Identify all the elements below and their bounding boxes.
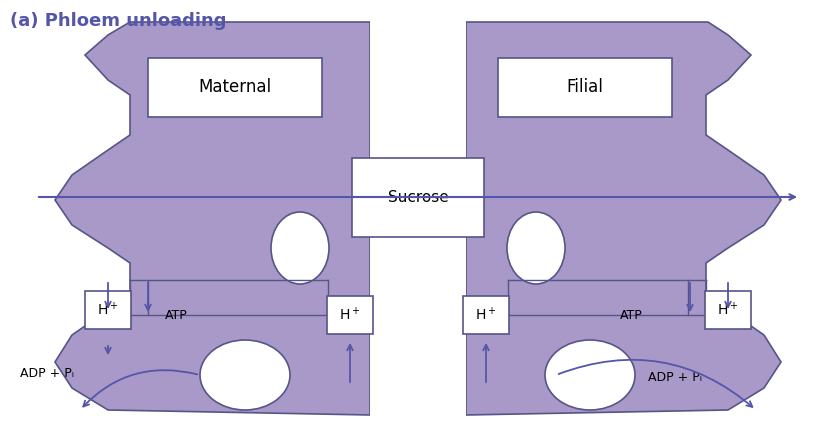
Ellipse shape [507,212,565,284]
Polygon shape [466,22,781,415]
Text: ATP: ATP [165,308,188,322]
FancyBboxPatch shape [327,296,373,334]
Polygon shape [55,22,370,415]
Text: ADP + Pᵢ: ADP + Pᵢ [648,370,702,384]
Ellipse shape [545,340,635,410]
FancyBboxPatch shape [370,20,466,420]
FancyBboxPatch shape [148,58,322,117]
FancyBboxPatch shape [352,158,484,237]
FancyBboxPatch shape [705,291,751,329]
Text: Sucrose: Sucrose [388,190,448,205]
Text: (a) Phloem unloading: (a) Phloem unloading [10,12,227,30]
Text: ADP + Pᵢ: ADP + Pᵢ [20,367,74,379]
FancyBboxPatch shape [498,58,672,117]
Text: ATP: ATP [620,308,643,322]
FancyBboxPatch shape [85,291,131,329]
Text: Filial: Filial [567,78,604,96]
Text: H$^+$: H$^+$ [717,301,739,319]
Text: H$^+$: H$^+$ [97,301,119,319]
Ellipse shape [200,340,290,410]
Text: H$^+$: H$^+$ [475,306,497,324]
Ellipse shape [271,212,329,284]
Text: Maternal: Maternal [198,78,272,96]
FancyBboxPatch shape [463,296,509,334]
Text: H$^+$: H$^+$ [339,306,361,324]
